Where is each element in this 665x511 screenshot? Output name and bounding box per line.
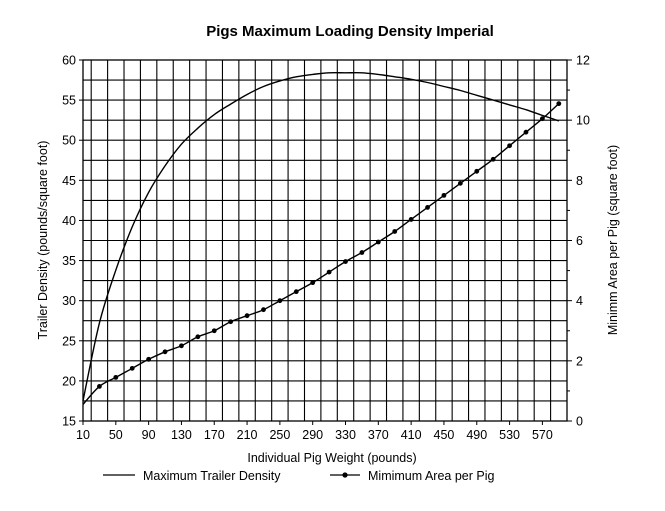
data-point-mimimum-area-per-pig [293, 289, 299, 295]
y-tick-label: 15 [62, 415, 76, 429]
data-point-mimimum-area-per-pig [556, 101, 562, 107]
data-point-mimimum-area-per-pig [277, 298, 283, 304]
data-point-mimimum-area-per-pig [523, 129, 529, 135]
data-point-mimimum-area-per-pig [211, 328, 217, 334]
data-point-mimimum-area-per-pig [113, 374, 119, 380]
y2-tick-label: 8 [576, 174, 583, 188]
x-tick-label: 330 [335, 428, 356, 442]
data-point-mimimum-area-per-pig [146, 356, 152, 362]
data-point-mimimum-area-per-pig [474, 168, 480, 174]
data-point-mimimum-area-per-pig [359, 250, 365, 255]
x-axis-label: Individual Pig Weight (pounds) [247, 451, 416, 465]
x-tick-label: 290 [302, 428, 323, 442]
chart-title: Pigs Maximum Loading Density Imperial [206, 23, 494, 40]
x-tick-label: 210 [237, 428, 258, 442]
x-tick-label: 250 [269, 428, 290, 442]
y-tick-label: 50 [62, 134, 76, 148]
y-tick-label: 40 [62, 214, 76, 228]
x-tick-label: 410 [401, 428, 422, 442]
data-point-mimimum-area-per-pig [162, 349, 168, 355]
data-point-mimimum-area-per-pig [375, 239, 381, 245]
y-tick-label: 45 [62, 174, 76, 188]
data-point-mimimum-area-per-pig [425, 205, 430, 210]
data-point-mimimum-area-per-pig [326, 269, 332, 275]
x-tick-label: 570 [532, 428, 553, 442]
y-tick-label: 35 [62, 254, 76, 268]
x-tick-label: 50 [109, 428, 123, 442]
data-point-mimimum-area-per-pig [310, 280, 316, 286]
data-point-mimimum-area-per-pig [490, 156, 496, 162]
y2-tick-label: 6 [576, 234, 583, 248]
x-tick-label: 530 [499, 428, 520, 442]
data-point-mimimum-area-per-pig [507, 143, 512, 149]
data-point-mimimum-area-per-pig [228, 319, 234, 325]
y2-tick-label: 4 [576, 294, 583, 308]
data-point-mimimum-area-per-pig [457, 180, 463, 186]
x-tick-label: 370 [368, 428, 389, 442]
y2-axis-label: Minimm Area per Pig (square foot) [606, 145, 620, 335]
legend-label-maximum-trailer-density: Maximum Trailer Density [143, 469, 281, 483]
data-point-mimimum-area-per-pig [343, 259, 348, 264]
data-point-mimimum-area-per-pig [179, 343, 184, 349]
data-point-mimimum-area-per-pig [97, 384, 102, 389]
data-point-mimimum-area-per-pig [408, 217, 414, 222]
y-tick-label: 55 [62, 94, 76, 108]
x-tick-label: 90 [142, 428, 156, 442]
series-layer [82, 72, 562, 405]
legend: Maximum Trailer Density Mimimum Area per… [103, 469, 494, 483]
y-tick-label: 20 [62, 374, 76, 388]
data-point-mimimum-area-per-pig [441, 192, 447, 198]
data-point-mimimum-area-per-pig [539, 116, 545, 122]
tick-layer: 10 50 90 130 170 210 250 290 330 370 410 450 490 530 5… [62, 54, 590, 443]
y2-tick-label: 2 [576, 354, 583, 368]
x-tick-label: 490 [466, 428, 487, 442]
legend-label-minimum-area-per-pig: Mimimum Area per Pig [368, 469, 494, 483]
x-tick-label: 130 [171, 428, 192, 442]
x-tick-label: 170 [204, 428, 225, 442]
x-tick-label: 450 [434, 428, 455, 442]
grid-layer [83, 60, 567, 421]
data-point-mimimum-area-per-pig [129, 365, 135, 371]
y-axis-label: Trailer Density (pounds/square foot) [36, 141, 50, 340]
y-tick-label: 60 [62, 54, 76, 68]
data-point-mimimum-area-per-pig [392, 229, 398, 234]
y2-tick-label: 10 [576, 114, 590, 128]
data-point-mimimum-area-per-pig [244, 313, 250, 319]
legend-marker-minimum-area-per-pig [342, 472, 348, 478]
y2-tick-label: 12 [576, 54, 590, 68]
y-tick-label: 30 [62, 294, 76, 308]
y2-tick-label: 0 [576, 415, 583, 429]
series-line-maximum-trailer-density [82, 72, 560, 402]
x-tick-label: 10 [76, 428, 90, 442]
data-point-mimimum-area-per-pig [195, 334, 201, 340]
data-point-mimimum-area-per-pig [261, 307, 266, 313]
y-tick-label: 25 [62, 334, 76, 348]
